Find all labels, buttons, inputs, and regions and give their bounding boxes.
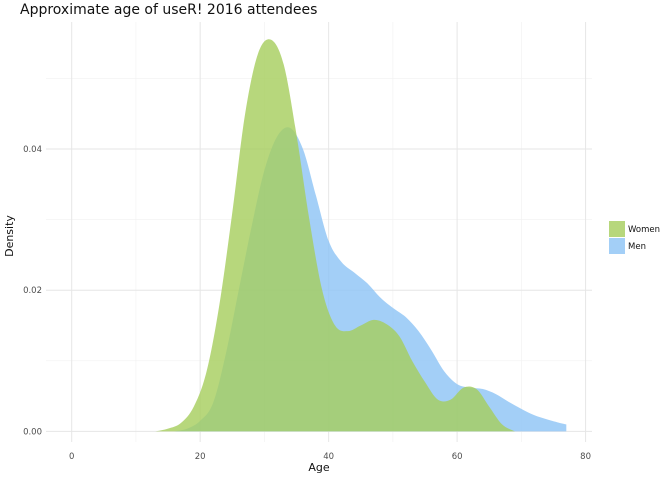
y-tick-label: 0.00 — [23, 427, 42, 437]
legend-swatch-women — [609, 221, 625, 237]
y-tick-label: 0.02 — [23, 286, 42, 296]
x-axis-title: Age — [308, 461, 330, 474]
legend-swatch-men — [609, 238, 625, 254]
density-area-women — [155, 39, 515, 432]
x-tick-label: 60 — [452, 452, 463, 462]
y-tick-labels: 0.00 0.02 0.04 — [23, 145, 42, 437]
x-tick-labels: 0 20 40 60 80 — [69, 452, 591, 462]
chart-title: Approximate age of useR! 2016 attendees — [20, 2, 318, 18]
x-tick-label: 0 — [69, 452, 74, 462]
y-tick-label: 0.04 — [23, 145, 42, 155]
legend-label-men: Men — [628, 242, 646, 252]
x-tick-label: 80 — [580, 452, 591, 462]
x-tick-label: 20 — [195, 452, 206, 462]
y-axis-title: Density — [3, 215, 16, 257]
legend: Women Men — [609, 221, 660, 254]
legend-label-women: Women — [628, 225, 660, 235]
x-tick-label: 40 — [323, 452, 334, 462]
density-areas — [155, 39, 567, 432]
grid-lines — [46, 22, 592, 442]
